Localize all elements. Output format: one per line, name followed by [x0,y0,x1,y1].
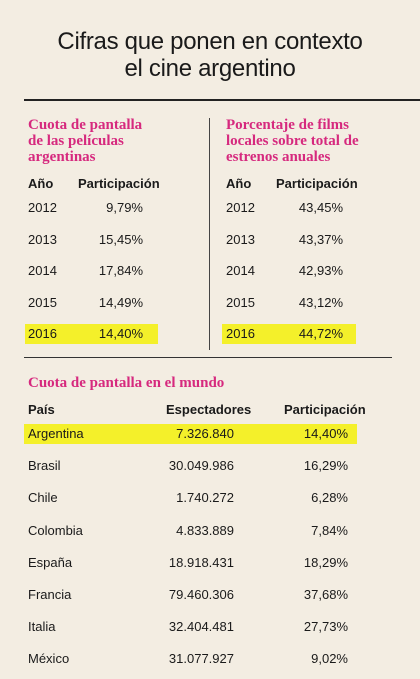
world-row-share: 7,84% [311,522,348,538]
left-row-value: 9,79% [106,200,143,215]
world-row-viewers: 31.077.927 [168,651,234,667]
world-row-country: Chile [28,490,58,506]
world-table-title: Cuota de pantalla en el mundo [28,375,225,391]
left-row-year: 2012 [28,200,57,215]
left-row-year: 2013 [28,231,57,247]
world-row-share: 16,29% [303,458,348,474]
world-row-viewers: 30.049.986 [168,458,234,474]
world-row-country: Brasil [28,458,61,474]
world-row-viewers: 7.326.840 [176,426,234,441]
right-row-year: 2015 [226,294,255,310]
title-line-1: Cifras que ponen en contexto [57,28,363,55]
world-row-share: 18,29% [303,554,348,570]
world-row-share: 27,73% [303,619,348,635]
right-row-value: 43,12% [298,294,343,310]
right-row-year: 2013 [226,231,255,247]
right-row-value: 42,93% [298,263,343,278]
left-row-value: 15,45% [98,231,143,247]
left-row-value: 14,40% [98,326,143,341]
world-row-viewers: 79.460.306 [168,587,234,602]
world-row-share: 14,40% [303,426,348,441]
left-row-value: 14,49% [98,294,143,310]
world-row-viewers: 18.918.431 [168,554,234,570]
right-highlight [222,324,356,344]
world-row-country: España [28,554,73,570]
world-row-viewers: 4.833.889 [176,522,234,538]
right-row-year: 2014 [226,263,255,278]
right-row-value: 43,45% [298,200,343,215]
left-table-title: Cuota de pantalla de las películas argen… [28,117,143,165]
world-row-country: Italia [28,619,56,635]
left-highlight [25,324,158,344]
right-row-value: 43,37% [298,231,343,247]
right-table-title: Porcentaje de films locales sobre total … [226,117,359,165]
vertical-divider [209,118,210,350]
world-header-share: Participación [284,402,366,417]
left-row-year: 2015 [28,294,57,310]
world-row-country: Colombia [28,522,83,538]
left-row-year: 2014 [28,263,57,278]
page-title: Cifras que ponen en contexto el cine arg… [0,28,420,82]
world-row-share: 6,28% [311,490,348,506]
world-row-share: 37,68% [303,587,348,602]
left-header-year: Año [28,176,54,191]
left-row-year: 2016 [28,326,57,341]
title-line-2: el cine argentino [124,55,296,82]
world-highlight [24,424,357,444]
middle-divider [24,357,392,358]
left-row-value: 17,84% [98,263,143,278]
top-divider [24,99,420,101]
right-row-year: 2012 [226,200,255,215]
right-row-value: 44,72% [298,326,343,341]
world-row-share: 9,02% [311,651,348,667]
right-row-year: 2016 [226,326,255,341]
world-row-viewers: 1.740.272 [176,490,234,506]
world-row-country: Francia [28,587,72,602]
world-header-country: País [28,402,55,417]
world-row-country: Argentina [28,426,84,441]
right-header-value: Participación [276,176,358,191]
world-row-country: México [28,651,70,667]
right-header-year: Año [226,176,252,191]
left-header-value: Participación [78,176,160,191]
world-header-viewers: Espectadores [166,402,252,417]
world-row-viewers: 32.404.481 [168,619,234,635]
